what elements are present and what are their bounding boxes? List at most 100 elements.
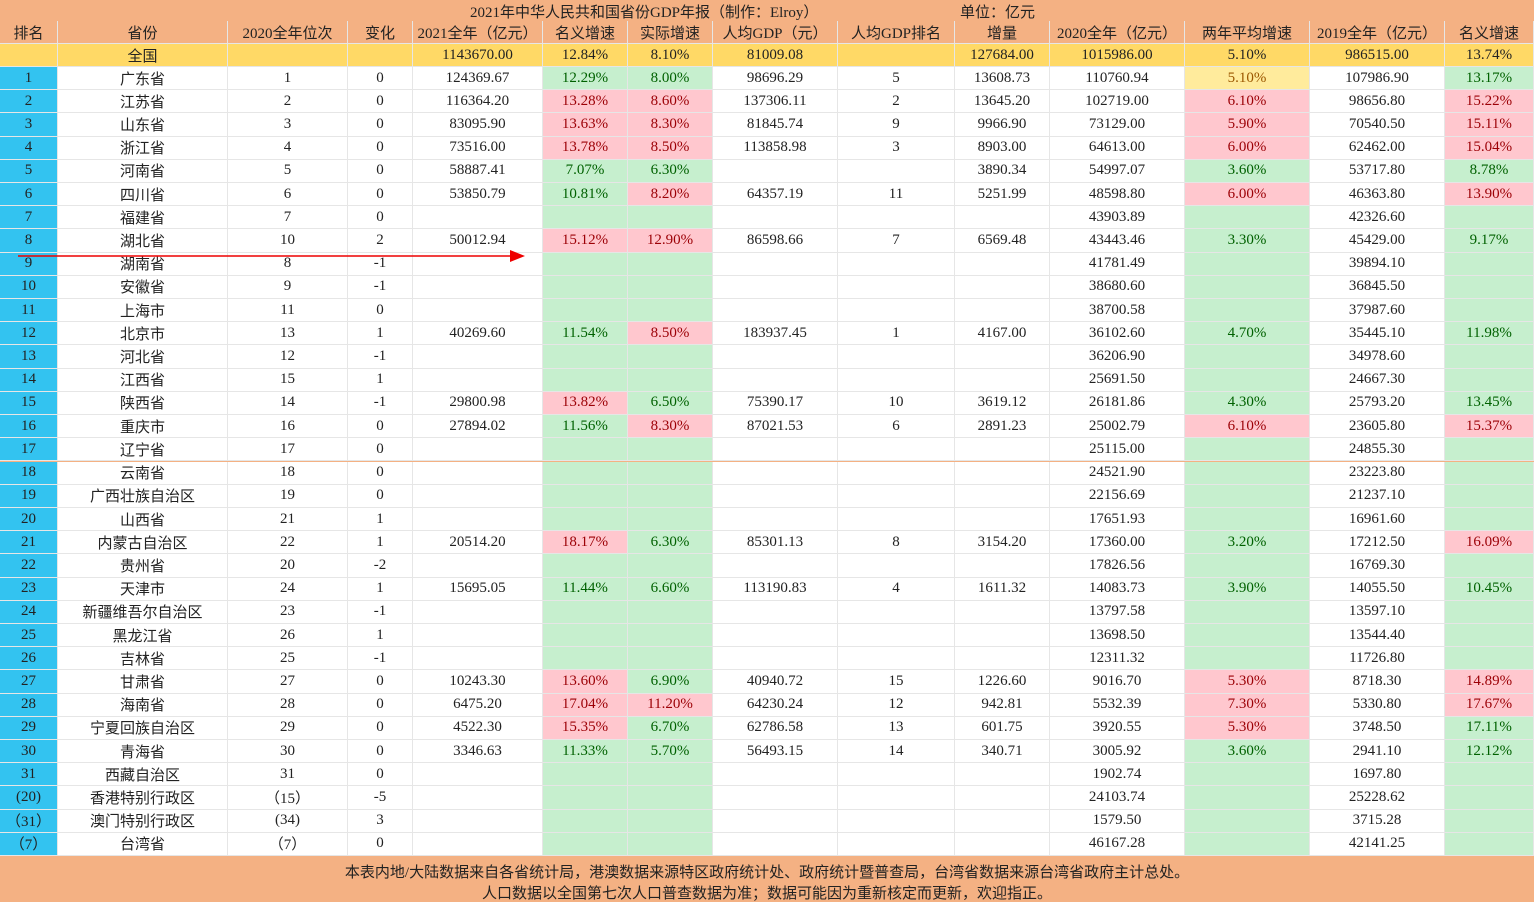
table-cell: 6.50%: [628, 391, 713, 416]
table-cell: 3890.34: [955, 159, 1050, 184]
table-cell: -1: [348, 647, 413, 671]
table-cell: 8.30%: [628, 415, 713, 439]
table-cell: 0: [348, 183, 413, 207]
table-cell: 83095.90: [413, 113, 543, 137]
national-cell: 13.74%: [1445, 44, 1534, 67]
table-cell: [413, 600, 543, 624]
column-header: 人均GDP排名: [838, 21, 955, 44]
table-cell: 黑龙江省: [58, 623, 228, 648]
table-cell: 1: [228, 67, 348, 91]
table-cell: 3748.50: [1310, 716, 1445, 740]
table-cell: 98656.80: [1310, 90, 1445, 114]
table-cell: 6569.48: [955, 229, 1050, 253]
table-cell: 河北省: [58, 345, 228, 369]
table-cell: [955, 368, 1050, 392]
table-cell: 1: [348, 322, 413, 346]
table-cell: [413, 554, 543, 578]
table-cell: 6.00%: [1185, 136, 1310, 160]
column-header: 人均GDP（元）: [713, 21, 838, 44]
table-cell: 21: [228, 507, 348, 532]
table-cell: 17651.93: [1050, 507, 1185, 532]
table-cell: 22: [228, 531, 348, 555]
table-cell: 15.35%: [543, 716, 628, 740]
table-cell: [1445, 345, 1534, 369]
table-cell: 0: [348, 438, 413, 462]
table-cell: 942.81: [955, 693, 1050, 717]
table-cell: [1185, 763, 1310, 787]
table-cell: 601.75: [955, 716, 1050, 740]
table-cell: 2: [228, 90, 348, 114]
table-cell: [838, 507, 955, 532]
table-cell: [955, 832, 1050, 856]
national-cell: [348, 44, 413, 67]
table-cell: [543, 252, 628, 276]
table-cell: [955, 484, 1050, 508]
table-cell: 17360.00: [1050, 531, 1185, 555]
table-cell: [838, 600, 955, 624]
table-cell: [838, 647, 955, 671]
national-cell: 12.84%: [543, 44, 628, 67]
table-cell: [1185, 484, 1310, 508]
table-cell: [543, 832, 628, 856]
table-cell: 46167.28: [1050, 832, 1185, 856]
table-cell: [543, 368, 628, 392]
table-cell: 1: [0, 67, 58, 91]
table-cell: [838, 345, 955, 369]
table-cell: 107986.90: [1310, 67, 1445, 91]
table-cell: [713, 647, 838, 671]
table-cell: 27894.02: [413, 415, 543, 439]
table-cell: 6: [0, 183, 58, 207]
unit: 单位：亿元: [960, 5, 1036, 21]
table-cell: 17212.50: [1310, 531, 1445, 555]
table-cell: 137306.11: [713, 90, 838, 114]
table-cell: 1: [348, 577, 413, 601]
table-cell: 40269.60: [413, 322, 543, 346]
footer-note: 人口数据以全国第七次人口普查数据为准；数据可能因为重新核定而更新，欢迎指正。: [481, 886, 1052, 902]
table-cell: 34978.60: [1310, 345, 1445, 369]
table-cell: [1185, 832, 1310, 856]
table-cell: 6.00%: [1185, 183, 1310, 207]
table-cell: 24103.74: [1050, 786, 1185, 810]
table-cell: 8: [228, 252, 348, 276]
table-cell: [955, 299, 1050, 323]
table-cell: 5.30%: [1185, 670, 1310, 694]
table-cell: 7: [838, 229, 955, 253]
table-cell: [955, 600, 1050, 624]
table-cell: 41781.49: [1050, 252, 1185, 276]
table-cell: [955, 507, 1050, 532]
table-cell: [628, 832, 713, 856]
table-cell: 11.98%: [1445, 322, 1534, 346]
table-cell: （7）: [0, 832, 58, 856]
table-cell: [1185, 275, 1310, 300]
table-cell: 5.90%: [1185, 113, 1310, 137]
table-cell: 3920.55: [1050, 716, 1185, 740]
table-cell: 38680.60: [1050, 275, 1185, 300]
table-cell: 1579.50: [1050, 809, 1185, 833]
column-header: 2020全年位次: [228, 21, 348, 44]
table-cell: 98696.29: [713, 67, 838, 91]
column-header: 省份: [58, 21, 228, 44]
table-cell: 46363.80: [1310, 183, 1445, 207]
table-cell: 辽宁省: [58, 438, 228, 462]
national-cell: 127684.00: [955, 44, 1050, 67]
table-cell: 12311.32: [1050, 647, 1185, 671]
table-cell: 12.90%: [628, 229, 713, 253]
national-cell: 8.10%: [628, 44, 713, 67]
table-cell: [413, 368, 543, 392]
table-cell: 28: [228, 693, 348, 717]
table-cell: 4167.00: [955, 322, 1050, 346]
table-cell: [413, 507, 543, 532]
table-cell: 0: [348, 415, 413, 439]
table-cell: -1: [348, 275, 413, 300]
table-cell: [1185, 647, 1310, 671]
table-cell: 0: [348, 206, 413, 230]
table-cell: [955, 206, 1050, 230]
table-cell: 26: [0, 647, 58, 671]
table-cell: [543, 275, 628, 300]
table-cell: 河南省: [58, 159, 228, 184]
table-cell: 11: [228, 299, 348, 323]
table-cell: 7.07%: [543, 159, 628, 184]
table-cell: 16769.30: [1310, 554, 1445, 578]
table-cell: [543, 206, 628, 230]
table-cell: 4: [228, 136, 348, 160]
